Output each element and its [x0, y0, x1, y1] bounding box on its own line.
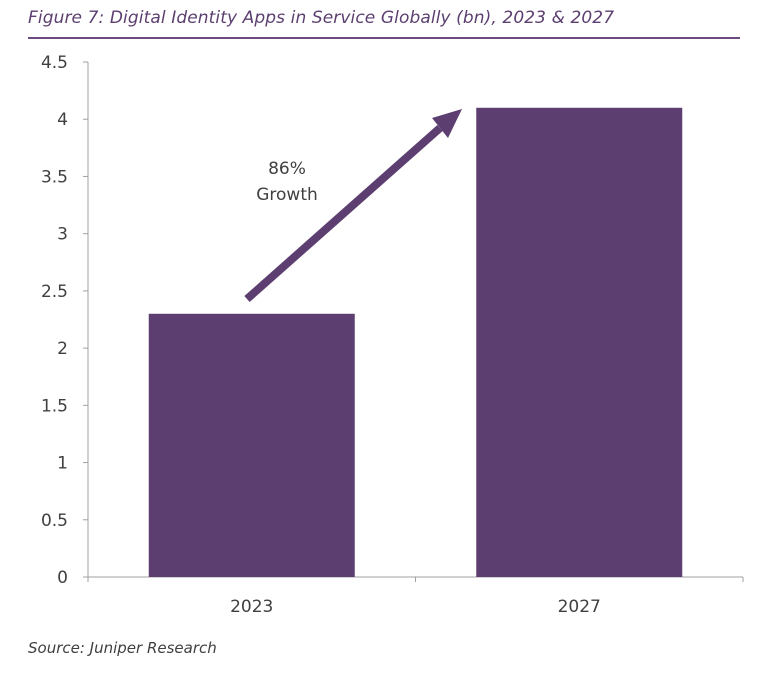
- y-tick-label: 0.5: [41, 511, 68, 531]
- growth-word-label: Growth: [256, 185, 318, 205]
- x-tick-label: 2027: [558, 597, 601, 617]
- title-rule: [28, 37, 740, 39]
- bars: [148, 107, 683, 578]
- y-tick-label: 1.5: [41, 396, 68, 416]
- y-tick-label: 3: [57, 225, 68, 245]
- y-tick-label: 1: [57, 454, 68, 474]
- y-tick-label: 3.5: [41, 167, 68, 187]
- growth-arrow-shaft: [244, 125, 443, 302]
- growth-arrow-head: [432, 109, 462, 138]
- y-tick-label: 4.5: [41, 53, 68, 73]
- y-tick-label: 2: [57, 339, 68, 359]
- bar-2023: [148, 313, 355, 577]
- y-tick-label: 2.5: [41, 282, 68, 302]
- y-tick-label: 0: [57, 568, 68, 588]
- axes: 0 0.5 1 1.5 2 2.5 3 3.5 4 4.5 2023 2027: [41, 53, 744, 617]
- source-note: Source: Juniper Research: [28, 639, 217, 657]
- bar-2027: [476, 107, 683, 578]
- y-tick-label: 4: [57, 110, 68, 130]
- chart-title: Figure 7: Digital Identity Apps in Servi…: [28, 8, 615, 28]
- growth-arrow: [244, 109, 462, 302]
- growth-percent-label: 86%: [268, 159, 306, 179]
- x-tick-label: 2023: [230, 597, 273, 617]
